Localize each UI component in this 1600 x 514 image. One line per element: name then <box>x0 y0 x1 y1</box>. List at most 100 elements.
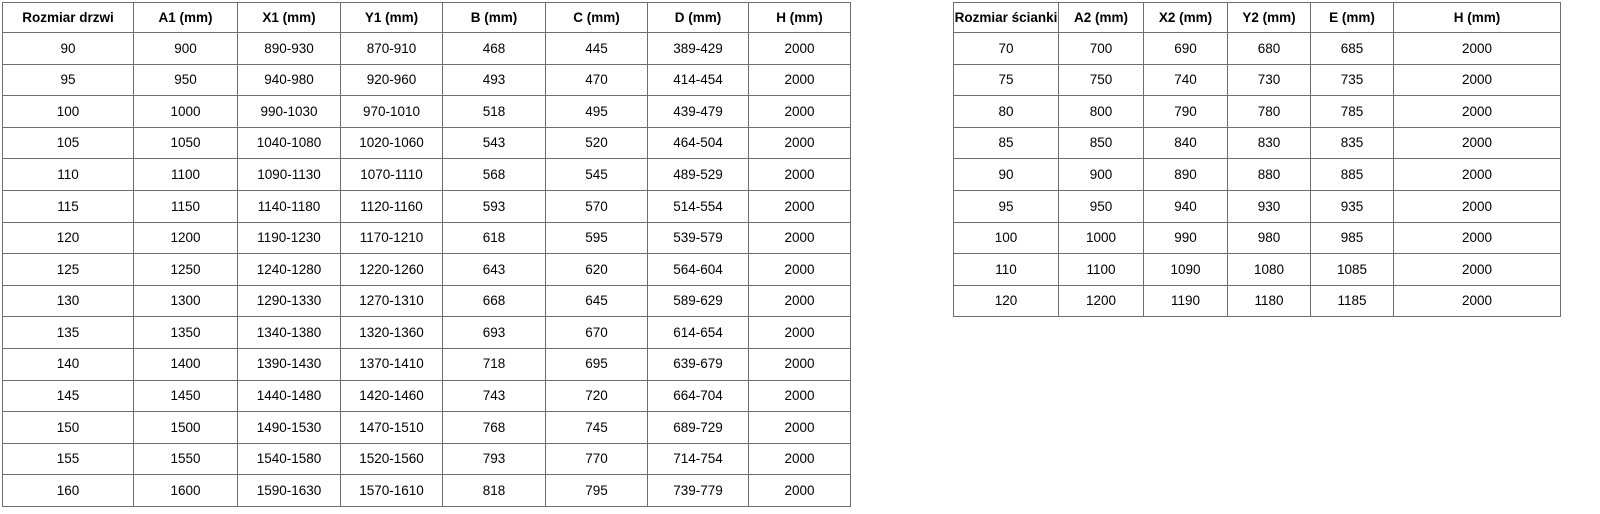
table-cell: 900 <box>133 32 238 65</box>
table-cell: 2000 <box>748 284 851 318</box>
table-cell: 1490-1530 <box>237 411 341 444</box>
table-cell: 795 <box>545 474 648 507</box>
table-cell: 1150 <box>133 189 238 223</box>
table-cell: 930 <box>1227 189 1311 223</box>
table-cell: 680 <box>1227 32 1311 65</box>
table-cell: 1185 <box>1310 284 1394 318</box>
table-cell: 990-1030 <box>237 95 341 128</box>
column-header: A2 (mm) <box>1058 2 1144 33</box>
table-cell: 2000 <box>1393 284 1561 318</box>
table-cell: 2000 <box>1393 126 1561 160</box>
table-cell: 840 <box>1143 126 1228 160</box>
table-cell: 900 <box>1058 158 1144 191</box>
table-cell: 120 <box>953 284 1059 318</box>
table-cell: 614-654 <box>647 316 749 349</box>
table-cell: 470 <box>545 63 648 97</box>
table-cell: 1085 <box>1310 253 1394 286</box>
table-cell: 1500 <box>133 411 238 444</box>
table-cell: 1300 <box>133 284 238 318</box>
table-row: 140 1400 1390-1430 1370-1410 718 695 639-679 20… <box>2 347 851 381</box>
table-cell: 790 <box>1143 95 1228 128</box>
table-cell: 668 <box>442 284 546 318</box>
table-row: 95 950 940-980 920-960 493 470 414-454 2000 <box>2 63 851 97</box>
table-cell: 90 <box>953 158 1059 191</box>
table-cell: 518 <box>442 95 546 128</box>
table-cell: 1290-1330 <box>237 284 341 318</box>
table-cell: 125 <box>2 253 134 286</box>
table-cell: 1220-1260 <box>340 253 443 286</box>
table-cell: 1000 <box>133 95 238 128</box>
table-cell: 664-704 <box>647 379 749 413</box>
table-cell: 885 <box>1310 158 1394 191</box>
table-row: 85 850 840 830 835 2000 <box>953 126 1561 160</box>
table-cell: 85 <box>953 126 1059 160</box>
table-cell: 160 <box>2 474 134 507</box>
table-cell: 468 <box>442 32 546 65</box>
table-cell: 768 <box>442 411 546 444</box>
table-cell: 150 <box>2 411 134 444</box>
table-row: 125 1250 1240-1280 1220-1260 643 620 564-604 20… <box>2 253 851 286</box>
table-cell: 1170-1210 <box>340 221 443 255</box>
table-cell: 120 <box>2 221 134 255</box>
column-header: B (mm) <box>442 2 546 33</box>
table-row: 100 1000 990-1030 970-1010 518 495 439-479 2000 <box>2 95 851 128</box>
table-cell: 110 <box>953 253 1059 286</box>
table-cell: 1340-1380 <box>237 316 341 349</box>
table-cell: 1200 <box>133 221 238 255</box>
table-cell: 2000 <box>1393 32 1561 65</box>
table-header-row: Rozmiar ścianki A2 (mm) X2 (mm) Y2 (mm) E (m… <box>953 2 1561 33</box>
table-header-row: Rozmiar drzwi A1 (mm) X1 (mm) Y1 (mm) B (mm)… <box>2 2 851 33</box>
table-cell: 985 <box>1310 221 1394 255</box>
table-cell: 70 <box>953 32 1059 65</box>
table-cell: 620 <box>545 253 648 286</box>
table-cell: 890-930 <box>237 32 341 65</box>
table-row: 145 1450 1440-1480 1420-1460 743 720 664-704 20… <box>2 379 851 413</box>
table-cell: 1180 <box>1227 284 1311 318</box>
table-cell: 818 <box>442 474 546 507</box>
table-cell: 670 <box>545 316 648 349</box>
doors-table-body: 90 900 890-930 870-910 468 445 389-429 2000 95 95… <box>2 32 851 507</box>
table-cell: 990 <box>1143 221 1228 255</box>
table-cell: 2000 <box>748 189 851 223</box>
table-cell: 155 <box>2 442 134 476</box>
column-header: A1 (mm) <box>133 2 238 33</box>
table-cell: 100 <box>2 95 134 128</box>
table-cell: 2000 <box>1393 158 1561 191</box>
table-cell: 2000 <box>748 379 851 413</box>
table-cell: 2000 <box>748 442 851 476</box>
table-row: 160 1600 1590-1630 1570-1610 818 795 739-779 20… <box>2 474 851 507</box>
table-cell: 695 <box>545 347 648 381</box>
table-cell: 890 <box>1143 158 1228 191</box>
table-row: 75 750 740 730 735 2000 <box>953 63 1561 97</box>
table-cell: 105 <box>2 126 134 160</box>
table-cell: 850 <box>1058 126 1144 160</box>
column-header: Y1 (mm) <box>340 2 443 33</box>
table-cell: 689-729 <box>647 411 749 444</box>
table-cell: 1370-1410 <box>340 347 443 381</box>
table-cell: 100 <box>953 221 1059 255</box>
table-cell: 1090-1130 <box>237 158 341 191</box>
table-cell: 389-429 <box>647 32 749 65</box>
table-cell: 2000 <box>748 221 851 255</box>
table-cell: 135 <box>2 316 134 349</box>
table-cell: 1540-1580 <box>237 442 341 476</box>
table-cell: 1520-1560 <box>340 442 443 476</box>
table-cell: 780 <box>1227 95 1311 128</box>
walls-dimensions-table: Rozmiar ścianki A2 (mm) X2 (mm) Y2 (mm) E (m… <box>953 2 1561 318</box>
table-cell: 1190-1230 <box>237 221 341 255</box>
table-cell: 589-629 <box>647 284 749 318</box>
table-cell: 1050 <box>133 126 238 160</box>
table-cell: 2000 <box>1393 189 1561 223</box>
column-header: Y2 (mm) <box>1227 2 1311 33</box>
table-row: 120 1200 1190 1180 1185 2000 <box>953 284 1561 318</box>
table-cell: 750 <box>1058 63 1144 97</box>
column-header: H (mm) <box>748 2 851 33</box>
table-cell: 2000 <box>748 32 851 65</box>
table-cell: 2000 <box>748 95 851 128</box>
table-row: 100 1000 990 980 985 2000 <box>953 221 1561 255</box>
table-cell: 645 <box>545 284 648 318</box>
table-cell: 1550 <box>133 442 238 476</box>
table-cell: 568 <box>442 158 546 191</box>
table-cell: 793 <box>442 442 546 476</box>
